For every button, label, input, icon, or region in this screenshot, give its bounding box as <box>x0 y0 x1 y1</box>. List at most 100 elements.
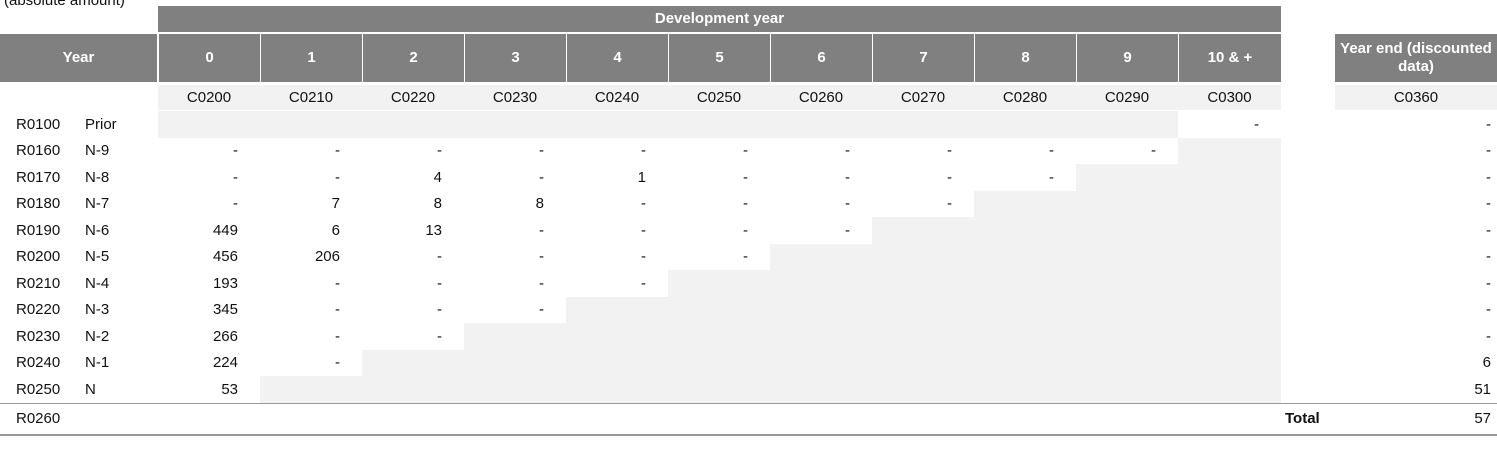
empty-cell <box>1076 296 1178 324</box>
value-cell: - <box>233 195 238 213</box>
column-header: 4 <box>567 34 668 82</box>
empty-cell <box>974 296 1076 324</box>
column-header: 10 & + <box>1179 34 1281 82</box>
value-cell: - <box>437 248 442 266</box>
value-cell: 13 <box>425 221 442 239</box>
value-cell: - <box>641 142 646 160</box>
empty-cell <box>668 349 770 377</box>
column-code: C0230 <box>464 85 566 110</box>
row-code: R0160 <box>16 142 61 160</box>
empty-cell <box>974 349 1076 377</box>
year-end-value: 6 <box>1482 354 1491 372</box>
row-code: R0180 <box>16 195 61 213</box>
total-value: 57 <box>1474 410 1491 427</box>
empty-cell <box>1076 111 1178 138</box>
column-header: 9 <box>1077 34 1178 82</box>
empty-cell <box>770 270 872 297</box>
value-cell: - <box>335 274 340 292</box>
empty-cell <box>566 111 668 138</box>
value-cell: - <box>335 168 340 186</box>
empty-cell <box>1076 243 1178 271</box>
empty-cell <box>362 376 464 403</box>
empty-cell <box>566 296 668 324</box>
empty-cell <box>770 243 872 271</box>
row-name: N-1 <box>85 354 110 372</box>
empty-cell <box>1178 323 1281 350</box>
value-cell: - <box>1049 168 1054 186</box>
value-cell: - <box>539 274 544 292</box>
empty-cell <box>1178 137 1281 165</box>
row-code: R0200 <box>16 248 61 266</box>
empty-cell <box>974 190 1076 218</box>
row-name: N <box>85 380 96 398</box>
column-header: 0 <box>159 34 260 82</box>
value-cell: - <box>947 168 952 186</box>
column-code: C0250 <box>668 85 770 110</box>
empty-cell <box>770 323 872 350</box>
value-cell: 449 <box>212 221 238 239</box>
empty-cell <box>158 111 260 138</box>
value-cell: - <box>743 168 748 186</box>
value-cell: - <box>743 248 748 266</box>
year-end-value: - <box>1486 195 1491 213</box>
value-cell: - <box>539 221 544 239</box>
value-cell: - <box>641 274 646 292</box>
value-cell: - <box>437 274 442 292</box>
year-end-value: 51 <box>1474 380 1491 398</box>
empty-cell <box>974 270 1076 297</box>
empty-cell <box>1178 164 1281 191</box>
column-code: C0200 <box>158 85 260 110</box>
value-cell: - <box>1151 142 1156 160</box>
value-cell: - <box>437 301 442 319</box>
empty-cell <box>668 296 770 324</box>
year-end-value: - <box>1486 327 1491 345</box>
value-cell: - <box>233 168 238 186</box>
column-header: 2 <box>363 34 464 82</box>
column-code: C0220 <box>362 85 464 110</box>
total-label: Total <box>1285 410 1320 427</box>
empty-cell <box>872 243 974 271</box>
value-cell: 206 <box>314 248 340 266</box>
row-code: R0250 <box>16 380 61 398</box>
value-cell: - <box>641 221 646 239</box>
value-cell: - <box>845 221 850 239</box>
value-cell: - <box>845 168 850 186</box>
row-code: R0240 <box>16 354 61 372</box>
year-end-value: - <box>1486 115 1491 133</box>
empty-cell <box>872 376 974 403</box>
empty-cell <box>1178 349 1281 377</box>
column-header: 6 <box>771 34 872 82</box>
empty-cell <box>1076 217 1178 244</box>
value-cell: - <box>845 195 850 213</box>
row-name: N-5 <box>85 248 110 266</box>
value-cell: 6 <box>331 221 340 239</box>
value-cell: 456 <box>212 248 238 266</box>
value-cell: - <box>743 195 748 213</box>
column-code: C0210 <box>260 85 362 110</box>
rule <box>0 433 1497 436</box>
value-cell: 345 <box>212 301 238 319</box>
value-cell: - <box>845 142 850 160</box>
value-cell: 193 <box>212 274 238 292</box>
empty-cell <box>872 349 974 377</box>
empty-cell <box>1178 217 1281 244</box>
value-cell: - <box>539 142 544 160</box>
year-end-value: - <box>1486 221 1491 239</box>
empty-cell <box>770 376 872 403</box>
value-cell: - <box>1049 142 1054 160</box>
value-cell: 8 <box>433 195 442 213</box>
empty-cell <box>1076 323 1178 350</box>
empty-cell <box>872 217 974 244</box>
empty-cell <box>464 376 566 403</box>
row-code: R0210 <box>16 274 61 292</box>
column-header: 1 <box>261 34 362 82</box>
row-name: Prior <box>85 115 117 133</box>
value-cell: 1 <box>637 168 646 186</box>
row-code: R0100 <box>16 115 61 133</box>
empty-cell <box>1178 296 1281 324</box>
empty-cell <box>260 376 362 403</box>
column-code: C0300 <box>1178 85 1281 110</box>
empty-cell <box>362 349 464 377</box>
value-cell: - <box>743 221 748 239</box>
